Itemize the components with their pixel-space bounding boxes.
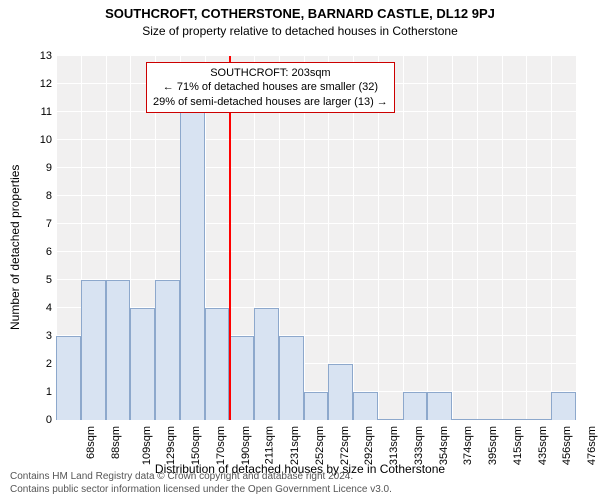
footer-attribution: Contains HM Land Registry data © Crown c… (10, 471, 392, 496)
gridline-v (551, 56, 552, 420)
bar (81, 280, 106, 420)
y-tick-label: 6 (22, 246, 52, 258)
gridline-h (56, 195, 576, 196)
x-tick-label: 150sqm (190, 426, 202, 465)
gridline-v (576, 56, 577, 420)
bar (304, 392, 329, 420)
x-tick-label: 313sqm (388, 426, 400, 465)
footer-line-2: Contains public sector information licen… (10, 484, 392, 497)
x-tick-label: 272sqm (339, 426, 351, 465)
x-tick-label: 170sqm (215, 426, 227, 465)
y-tick-label: 2 (22, 358, 52, 370)
bar (353, 392, 378, 420)
gridline-v (477, 56, 478, 420)
x-tick-label: 88sqm (110, 426, 122, 459)
y-tick-label: 13 (22, 50, 52, 62)
y-tick-label: 4 (22, 302, 52, 314)
x-tick-label: 374sqm (463, 426, 475, 465)
bar (155, 280, 180, 420)
bar (526, 419, 551, 420)
bar (452, 419, 477, 420)
bar (403, 392, 428, 420)
gridline-v (403, 56, 404, 420)
gridline-h (56, 223, 576, 224)
y-tick-label: 10 (22, 134, 52, 146)
annotation-box: SOUTHCROFT: 203sqm← 71% of detached hous… (146, 62, 395, 113)
gridline-h (56, 251, 576, 252)
annotation-line-3: 29% of semi-detached houses are larger (… (153, 95, 388, 109)
x-tick-label: 354sqm (438, 426, 450, 465)
y-tick-label: 11 (22, 106, 52, 118)
bar (229, 336, 254, 420)
y-tick-label: 8 (22, 190, 52, 202)
x-tick-label: 231sqm (289, 426, 301, 465)
plot-area: SOUTHCROFT: 203sqm← 71% of detached hous… (56, 56, 576, 420)
annotation-line-1: SOUTHCROFT: 203sqm (153, 66, 388, 80)
gridline-v (427, 56, 428, 420)
x-tick-label: 456sqm (562, 426, 574, 465)
x-tick-label: 211sqm (264, 426, 276, 464)
y-tick-label: 1 (22, 386, 52, 398)
y-tick-label: 7 (22, 218, 52, 230)
bar (427, 392, 452, 420)
bar (328, 364, 353, 420)
x-tick-label: 395sqm (487, 426, 499, 465)
x-tick-label: 129sqm (165, 426, 177, 465)
title-line-2: Size of property relative to detached ho… (0, 24, 600, 38)
x-tick-label: 476sqm (586, 426, 598, 465)
bar (551, 392, 576, 420)
bar (106, 280, 131, 420)
x-tick-label: 435sqm (537, 426, 549, 465)
y-tick-label: 5 (22, 274, 52, 286)
bar (56, 336, 81, 420)
gridline-v (526, 56, 527, 420)
bar (205, 308, 230, 420)
x-tick-label: 252sqm (314, 426, 326, 465)
footer-line-1: Contains HM Land Registry data © Crown c… (10, 471, 392, 484)
bar (378, 419, 403, 420)
gridline-v (452, 56, 453, 420)
gridline-h (56, 279, 576, 280)
y-axis-label: Number of detached properties (8, 165, 22, 330)
x-tick-label: 333sqm (413, 426, 425, 465)
y-tick-label: 0 (22, 414, 52, 426)
x-tick-label: 68sqm (85, 426, 97, 459)
y-tick-label: 3 (22, 330, 52, 342)
bar (477, 419, 502, 420)
y-tick-label: 12 (22, 78, 52, 90)
bar (502, 419, 527, 420)
title-line-1: SOUTHCROFT, COTHERSTONE, BARNARD CASTLE,… (0, 6, 600, 21)
gridline-v (502, 56, 503, 420)
bar (130, 308, 155, 420)
bar (180, 112, 205, 420)
x-tick-label: 292sqm (364, 426, 376, 465)
gridline-h (56, 167, 576, 168)
annotation-line-2: ← 71% of detached houses are smaller (32… (153, 80, 388, 94)
gridline-h (56, 139, 576, 140)
bar (279, 336, 304, 420)
y-tick-label: 9 (22, 162, 52, 174)
bar (254, 308, 279, 420)
x-tick-label: 415sqm (512, 426, 524, 465)
gridline-h (56, 55, 576, 56)
x-tick-label: 109sqm (141, 426, 153, 465)
x-tick-label: 190sqm (240, 426, 252, 465)
